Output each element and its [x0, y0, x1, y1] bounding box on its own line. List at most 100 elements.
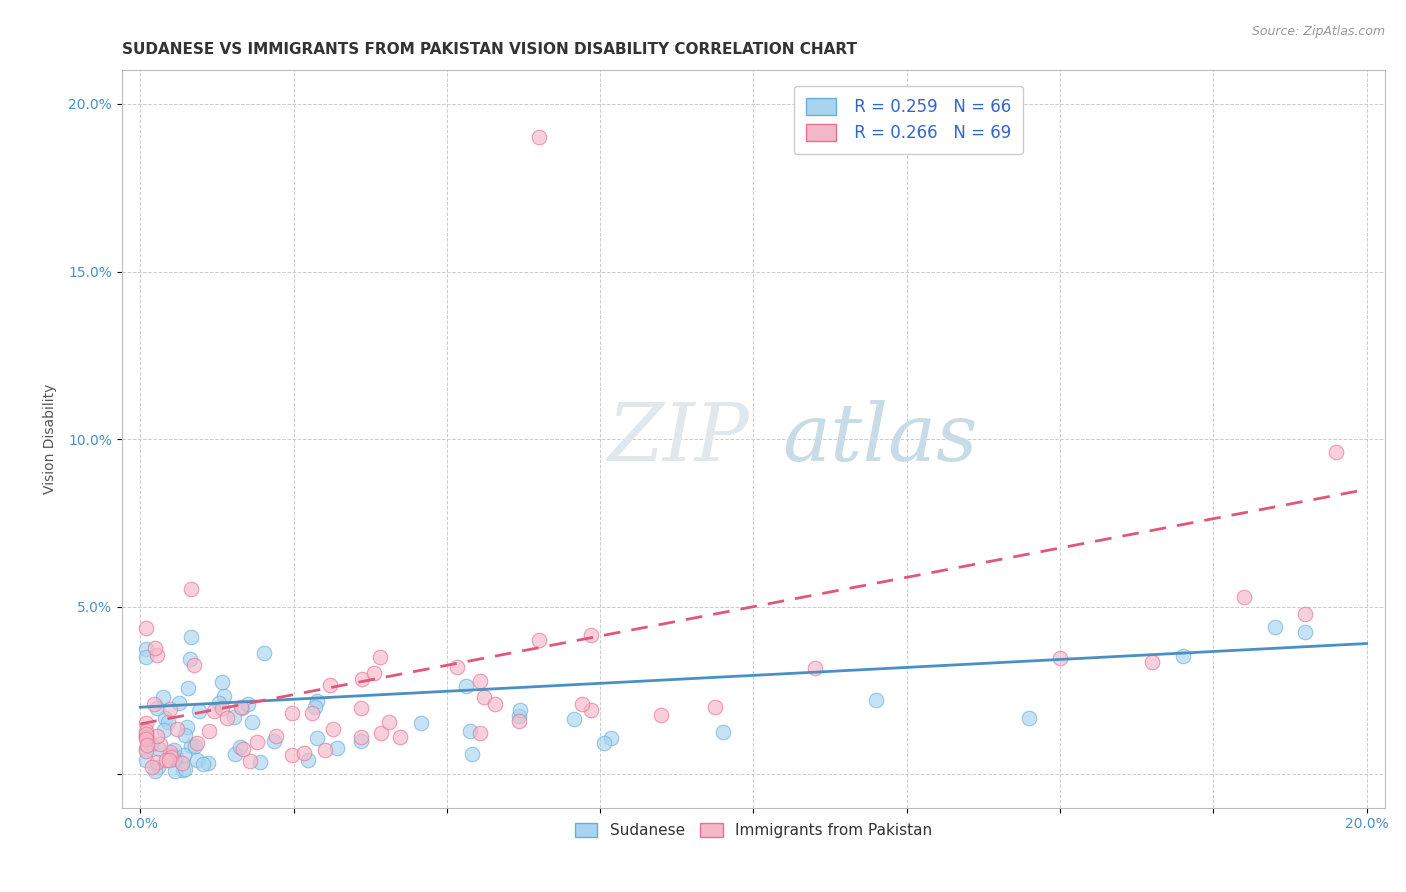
Point — [409, 715, 432, 730]
Point — [165, 750, 187, 764]
Point — [141, 759, 163, 773]
Point — [508, 714, 530, 728]
Point — [370, 650, 392, 665]
Point — [224, 747, 246, 762]
Point — [174, 728, 197, 742]
Point — [163, 764, 186, 778]
Point — [135, 744, 157, 758]
Point — [136, 738, 159, 752]
Point — [135, 752, 157, 766]
Point — [169, 696, 191, 710]
Point — [319, 678, 342, 692]
Point — [186, 753, 208, 767]
Point — [468, 725, 491, 739]
Point — [711, 725, 734, 739]
Point — [176, 719, 198, 733]
Point — [143, 764, 166, 778]
Point — [1294, 625, 1316, 640]
Point — [239, 754, 262, 768]
Point — [135, 730, 157, 744]
Point — [222, 710, 245, 724]
Point — [180, 630, 202, 644]
Point — [163, 752, 186, 766]
Point — [202, 704, 225, 718]
Point — [593, 736, 616, 750]
Point — [389, 731, 412, 745]
Point — [187, 704, 209, 718]
Point — [458, 724, 481, 739]
Point — [292, 746, 315, 760]
Point — [173, 747, 195, 762]
Point — [166, 723, 188, 737]
Text: ZIP: ZIP — [607, 401, 748, 478]
Point — [170, 756, 193, 771]
Point — [1171, 648, 1194, 663]
Point — [263, 734, 285, 748]
Text: atlas: atlas — [782, 401, 977, 478]
Point — [232, 742, 254, 756]
Point — [139, 737, 162, 751]
Point — [650, 707, 672, 722]
Point — [252, 646, 274, 660]
Point — [571, 697, 593, 711]
Point — [135, 650, 157, 665]
Point — [135, 730, 157, 744]
Point — [579, 703, 602, 717]
Point — [155, 711, 177, 725]
Point — [249, 755, 271, 769]
Point — [197, 756, 219, 771]
Point — [135, 726, 157, 740]
Point — [153, 723, 176, 737]
Point — [177, 681, 200, 695]
Point — [579, 628, 602, 642]
Point — [146, 648, 169, 662]
Point — [163, 743, 186, 757]
Point — [146, 701, 169, 715]
Point — [211, 700, 233, 714]
Point — [155, 753, 177, 767]
Point — [157, 753, 180, 767]
Point — [803, 661, 825, 675]
Point — [305, 693, 328, 707]
Point — [352, 673, 374, 687]
Point — [1294, 607, 1316, 621]
Point — [215, 711, 238, 725]
Point — [212, 689, 235, 703]
Text: SUDANESE VS IMMIGRANTS FROM PAKISTAN VISION DISABILITY CORRELATION CHART: SUDANESE VS IMMIGRANTS FROM PAKISTAN VIS… — [122, 42, 856, 57]
Point — [281, 748, 304, 763]
Point — [197, 723, 219, 738]
Point — [143, 640, 166, 655]
Point — [186, 736, 208, 750]
Point — [1018, 711, 1040, 725]
Point — [301, 706, 323, 721]
Point — [231, 701, 253, 715]
Point — [240, 714, 263, 729]
Point — [297, 753, 319, 767]
Point — [456, 679, 478, 693]
Point — [264, 729, 287, 743]
Point — [1049, 650, 1071, 665]
Point — [135, 731, 157, 746]
Point — [281, 706, 304, 720]
Point — [183, 658, 205, 673]
Point — [236, 698, 259, 712]
Point — [304, 700, 326, 714]
Point — [135, 716, 157, 731]
Point — [509, 703, 531, 717]
Point — [180, 739, 202, 753]
Point — [461, 747, 484, 761]
Point — [508, 709, 530, 723]
Point — [599, 731, 621, 745]
Y-axis label: Vision Disability: Vision Disability — [44, 384, 58, 494]
Point — [172, 763, 194, 777]
Point — [1264, 620, 1286, 634]
Point — [1140, 655, 1163, 669]
Point — [135, 641, 157, 656]
Point — [184, 739, 207, 754]
Point — [484, 697, 506, 711]
Point — [180, 582, 202, 596]
Point — [191, 757, 214, 772]
Point — [162, 747, 184, 762]
Point — [159, 702, 181, 716]
Point — [378, 715, 401, 730]
